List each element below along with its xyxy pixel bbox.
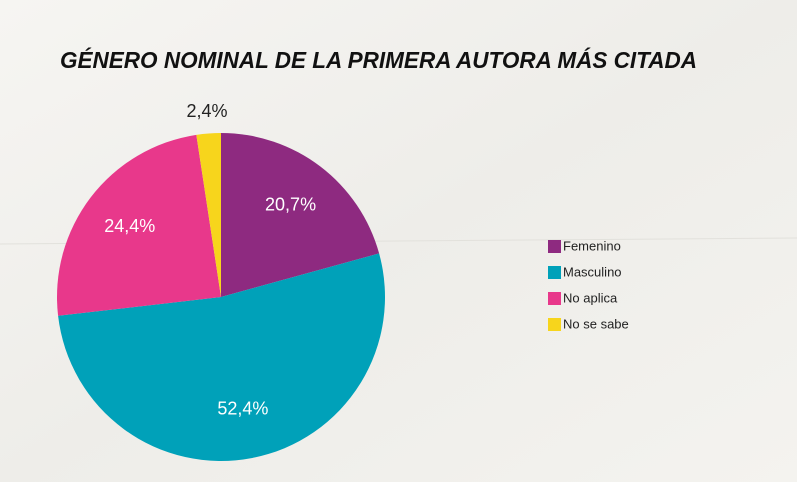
legend-swatch xyxy=(548,292,561,305)
legend-label: No aplica xyxy=(563,290,618,305)
pie-slice xyxy=(56,134,221,316)
legend-label: Masculino xyxy=(563,264,622,279)
chart-title: GÉNERO NOMINAL DE LA PRIMERA AUTORA MÁS … xyxy=(60,46,697,73)
data-label: 2,4% xyxy=(187,101,228,121)
legend-label: No se sabe xyxy=(563,316,629,331)
pie-slice xyxy=(221,133,380,297)
data-label: 24,4% xyxy=(104,216,155,236)
legend-label: Femenino xyxy=(563,238,621,253)
pie-slice xyxy=(196,133,221,297)
data-label: 52,4% xyxy=(217,398,268,418)
pie-slice xyxy=(58,253,386,462)
legend-swatch xyxy=(548,266,561,279)
legend-swatch xyxy=(548,240,561,253)
data-label: 20,7% xyxy=(265,194,316,214)
legend-swatch xyxy=(548,318,561,331)
